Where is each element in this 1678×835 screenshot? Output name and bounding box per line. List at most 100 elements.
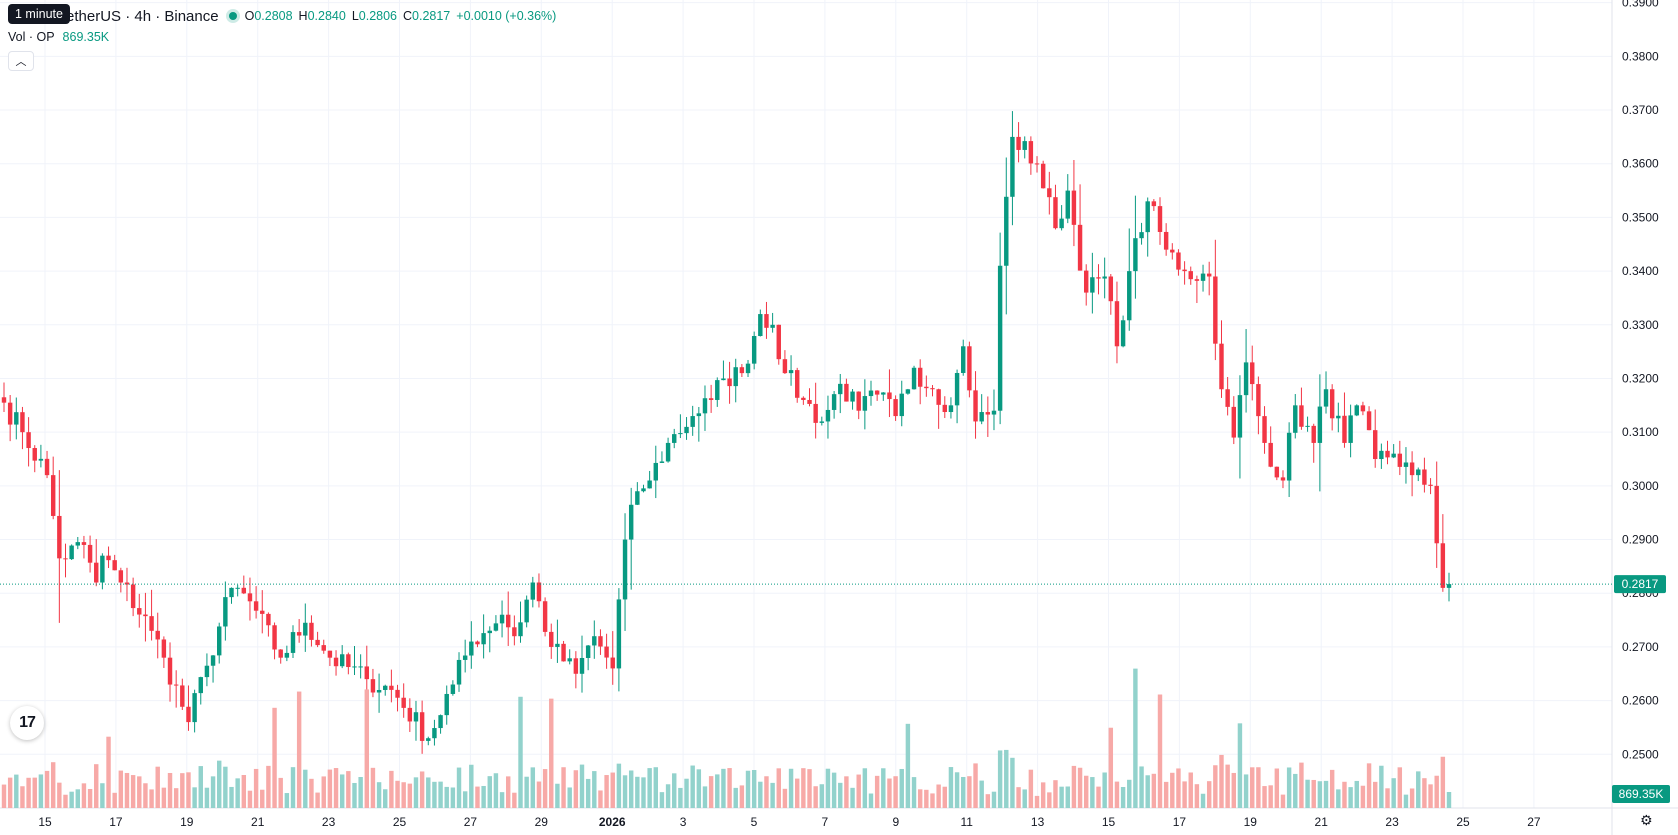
candle-body — [1004, 196, 1009, 266]
candle-body — [118, 570, 124, 583]
volume-bar — [585, 778, 591, 808]
candle-body — [893, 399, 898, 417]
candle-body — [518, 622, 523, 637]
volume-bar — [911, 777, 917, 808]
volume-bar — [321, 776, 326, 808]
volume-bar — [1366, 763, 1372, 808]
volume-bar — [186, 772, 191, 808]
candle-body — [1434, 485, 1439, 544]
candle-body — [1323, 389, 1329, 407]
candle-body — [1416, 469, 1421, 476]
volume-bar — [253, 768, 259, 808]
candle-body — [247, 593, 253, 602]
volume-bar — [14, 774, 19, 808]
candle-body — [26, 432, 31, 449]
candle-body — [1114, 301, 1120, 347]
candle-body — [1354, 405, 1359, 416]
candle-body — [1225, 389, 1230, 407]
volume-bar — [1262, 786, 1267, 808]
candle-body — [112, 560, 117, 571]
candle-body — [124, 582, 130, 585]
volume-bar — [1299, 762, 1304, 808]
volume-bar — [758, 781, 763, 808]
x-tick-label: 7 — [822, 815, 829, 829]
volume-bar — [1176, 768, 1181, 808]
volume-bar — [1317, 781, 1323, 808]
x-tick-label: 9 — [892, 815, 899, 829]
candle-body — [339, 654, 345, 667]
candle-body — [549, 631, 554, 647]
candle-body — [1385, 450, 1390, 458]
volume-bar — [702, 786, 708, 808]
volume-bar — [985, 794, 991, 808]
candle-body — [272, 625, 277, 650]
volume-bar — [524, 776, 529, 808]
candle-body — [1022, 141, 1027, 150]
settings-icon[interactable]: ⚙ — [1640, 812, 1653, 828]
candle-body — [137, 608, 142, 615]
volume-bar — [874, 775, 880, 808]
volume-bar — [1170, 772, 1175, 808]
candle-body — [838, 383, 843, 395]
volume-bar — [389, 770, 394, 808]
volume-bar — [266, 765, 271, 808]
volume-bar — [893, 776, 898, 808]
candle-body — [721, 378, 726, 381]
ohlc-low: L0.2806 — [351, 9, 397, 23]
candle-body — [290, 632, 296, 653]
volume-bar — [616, 763, 622, 808]
volume-bar — [1416, 771, 1421, 808]
candle-body — [229, 587, 234, 598]
candle-body — [1317, 406, 1323, 443]
candle-body — [622, 539, 628, 600]
volume-bar — [917, 789, 923, 808]
volume-bar — [1059, 786, 1064, 808]
candle-body — [887, 392, 892, 400]
volume-bar — [456, 767, 462, 808]
candle-body — [1071, 190, 1077, 225]
candle-body — [1127, 271, 1132, 321]
candle-body — [173, 684, 179, 686]
volume-bar — [1065, 786, 1070, 808]
y-tick-label: 0.3700 — [1622, 103, 1659, 117]
x-tick-label: 19 — [1244, 815, 1258, 829]
candle-body — [180, 685, 185, 707]
volume-bar — [210, 776, 216, 808]
volume-bar — [383, 789, 388, 808]
volume-bar — [1114, 781, 1120, 808]
candle-body — [1446, 584, 1452, 588]
x-tick-label: 27 — [464, 815, 478, 829]
tradingview-logo[interactable]: 17 — [10, 706, 44, 740]
volume-bar — [1237, 723, 1243, 808]
candle-body — [788, 370, 794, 374]
candle-body — [856, 391, 861, 411]
symbol-title[interactable]: etherUS · 4h · Binance — [66, 7, 219, 25]
volume-bar — [1108, 727, 1114, 808]
x-tick-label: 5 — [751, 815, 758, 829]
collapse-legend-button[interactable]: ︿ — [8, 51, 34, 71]
volume-bar — [198, 766, 203, 808]
volume-bar — [44, 770, 50, 808]
candle-body — [628, 504, 634, 540]
volume-bar — [598, 790, 603, 808]
volume-bar — [838, 782, 843, 808]
candle-body — [321, 645, 326, 651]
volume-bar — [733, 787, 738, 808]
candle-body — [733, 367, 738, 387]
volume-bar — [1163, 781, 1169, 808]
volume-bar — [1022, 789, 1027, 808]
volume-bar — [370, 767, 376, 808]
volume-bar — [1243, 774, 1249, 808]
candle-body — [604, 646, 609, 658]
volume-bar — [192, 787, 197, 808]
candle-body — [370, 679, 376, 693]
volume-bar — [1, 784, 7, 808]
volume-bar — [1360, 785, 1366, 808]
volume-bar — [887, 778, 892, 808]
volume-bar — [794, 778, 800, 808]
candle-body — [419, 712, 425, 741]
candle-body — [1366, 411, 1372, 431]
candle-body — [1311, 425, 1316, 443]
volume-label[interactable]: Vol · OP — [8, 30, 55, 44]
